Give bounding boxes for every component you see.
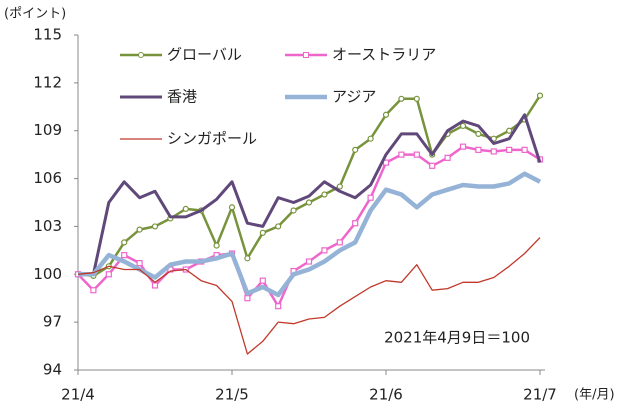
legend-label: アジア	[332, 88, 376, 106]
marker	[413, 95, 420, 102]
series-line	[77, 237, 541, 355]
marker	[459, 122, 467, 130]
legend-label: 香港	[167, 88, 197, 106]
marker	[336, 239, 343, 246]
marker	[121, 239, 128, 246]
y-tick-label: 106	[33, 169, 62, 187]
legend-label: シンガポール	[167, 130, 257, 148]
legend-marker	[138, 52, 144, 58]
x-tick-label: 21/7	[523, 386, 557, 404]
y-tick-label: 94	[43, 361, 62, 379]
series-line	[78, 171, 542, 298]
marker	[290, 207, 297, 214]
marker	[136, 260, 143, 267]
marker	[352, 146, 359, 153]
marker	[136, 226, 143, 233]
marker	[444, 154, 451, 161]
marker	[459, 143, 467, 150]
marker	[121, 252, 128, 259]
marker	[228, 204, 236, 211]
marker	[213, 242, 220, 249]
x-axis-label: (年/月)	[574, 388, 615, 403]
marker	[382, 111, 390, 118]
marker	[536, 92, 544, 99]
marker	[490, 148, 497, 155]
marker	[244, 255, 251, 262]
marker	[367, 194, 374, 201]
marker	[244, 295, 251, 302]
marker	[151, 223, 159, 230]
x-tick-label: 21/6	[369, 386, 403, 404]
marker	[398, 151, 405, 158]
legend-label: グローバル	[167, 46, 242, 64]
marker	[305, 258, 313, 265]
marker	[105, 271, 112, 278]
marker	[413, 151, 420, 158]
marker	[90, 287, 97, 294]
marker	[259, 229, 266, 236]
marker	[398, 95, 405, 102]
marker	[521, 146, 528, 153]
y-tick-label: 112	[33, 73, 62, 91]
marker	[506, 127, 513, 134]
legend-label: オーストラリア	[332, 46, 436, 64]
marker	[506, 146, 513, 153]
marker	[259, 277, 266, 284]
marker	[275, 303, 282, 310]
x-tick-label: 21/5	[215, 386, 249, 404]
marker	[352, 220, 359, 227]
marker	[151, 282, 159, 289]
marker	[305, 199, 313, 206]
marker	[367, 135, 374, 142]
marker	[475, 130, 482, 138]
marker	[429, 162, 436, 169]
y-tick-label: 100	[33, 265, 62, 283]
legend-marker	[303, 52, 309, 58]
marker	[321, 191, 328, 198]
series-line	[78, 113, 542, 276]
y-tick-label: 115	[33, 26, 62, 44]
y-tick-label: 109	[33, 121, 62, 139]
marker	[275, 223, 282, 230]
y-tick-label: 97	[43, 313, 62, 331]
y-axis-label: (ポイント)	[4, 7, 66, 22]
marker	[475, 146, 482, 153]
annotation: 2021年4月9日＝100	[384, 329, 530, 347]
marker	[182, 205, 189, 212]
marker	[336, 183, 343, 190]
x-tick-label: 21/4	[61, 386, 95, 404]
marker	[321, 247, 328, 254]
y-tick-label: 103	[33, 217, 62, 235]
